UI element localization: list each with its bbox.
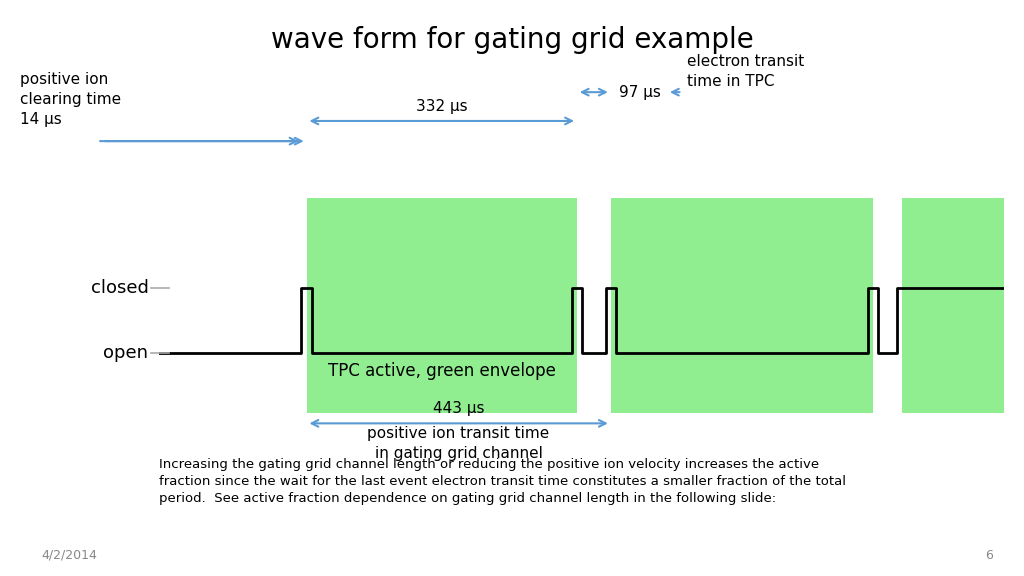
Bar: [610, 198, 872, 412]
Text: open: open: [103, 344, 148, 362]
Text: TPC active, green envelope: TPC active, green envelope: [328, 362, 556, 380]
Text: electron transit
time in TPC: electron transit time in TPC: [687, 55, 805, 89]
Text: Increasing the gating grid channel length or reducing the positive ion velocity : Increasing the gating grid channel lengt…: [159, 458, 846, 505]
Text: closed: closed: [90, 279, 148, 297]
Bar: [306, 198, 577, 412]
Text: 97 μs: 97 μs: [618, 85, 660, 100]
Text: 443 μs: 443 μs: [433, 401, 484, 416]
Text: positive ion
clearing time
14 μs: positive ion clearing time 14 μs: [20, 72, 122, 127]
Text: positive ion transit time
in gating grid channel: positive ion transit time in gating grid…: [368, 426, 550, 461]
Text: wave form for gating grid example: wave form for gating grid example: [270, 26, 754, 54]
Text: 332 μs: 332 μs: [416, 99, 468, 114]
Text: 6: 6: [985, 548, 993, 562]
Text: 4/2/2014: 4/2/2014: [41, 548, 97, 562]
Bar: [902, 198, 1004, 412]
